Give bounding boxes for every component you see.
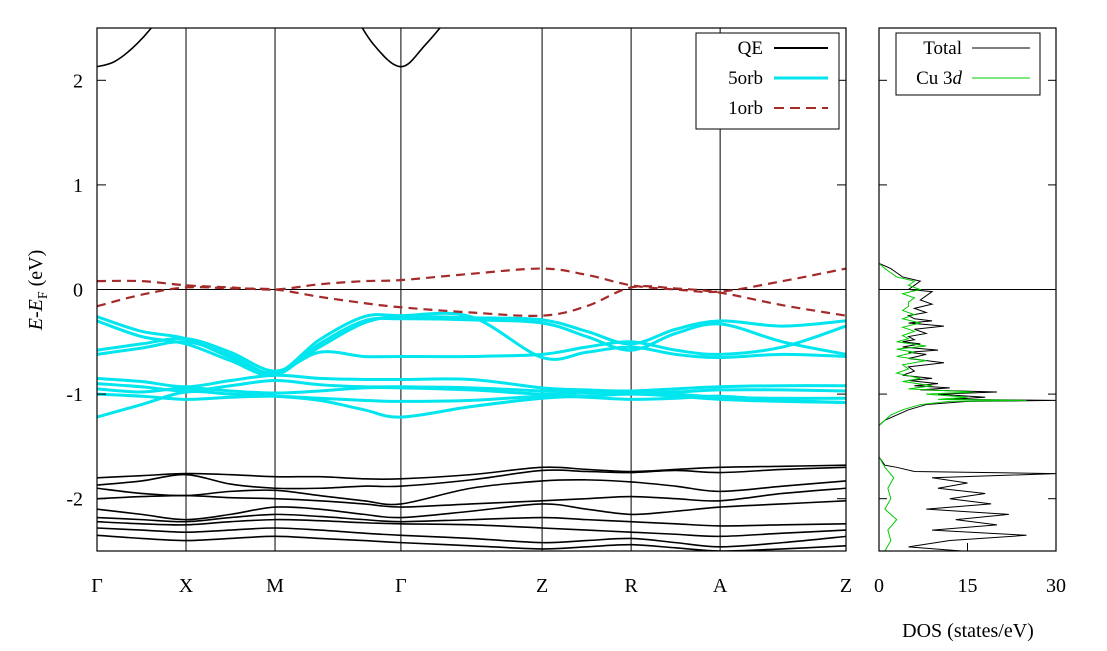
band-line-qe	[97, 487, 846, 508]
dos-x-tick-label: 15	[958, 575, 978, 597]
band-line-5orb	[97, 373, 846, 393]
band-line-qe	[97, 499, 846, 521]
k-point-label: Z	[536, 575, 548, 597]
band-line-5orb	[97, 316, 846, 378]
legend-label-cu3d: Cu 3d	[916, 68, 962, 89]
band-line-5orb	[97, 324, 846, 373]
k-point-label: M	[266, 575, 284, 597]
band-line-qe	[97, 464, 846, 481]
band-curves	[97, 28, 846, 551]
y-tick-label: 2	[73, 70, 83, 92]
band-line-qe	[97, 527, 846, 548]
dos-x-axis-title: DOS (states/eV)	[902, 620, 1034, 642]
band-line-qe	[97, 478, 846, 506]
legend-label-5orb: 5orb	[728, 68, 763, 89]
k-point-label: A	[713, 575, 728, 597]
y-axis-title-e: E	[25, 318, 47, 331]
y-axis-title-unit: (eV)	[25, 250, 47, 292]
y-tick-label: -2	[66, 489, 83, 511]
band-line-qe	[97, 513, 846, 527]
band-line-qe	[97, 28, 441, 68]
band-line-5orb	[97, 311, 846, 375]
band-line-qe	[97, 518, 846, 538]
band-line-5orb	[97, 389, 846, 419]
y-tick-label: 0	[73, 280, 83, 302]
dos-curves	[879, 28, 1056, 551]
legend-label-cu3d-main: Cu 3	[916, 68, 952, 89]
dos-legend: Total Cu 3d	[895, 32, 1041, 96]
y-axis-title: E-EF (eV)	[25, 250, 51, 332]
dos-panel: 0 15 30 Total Cu 3d DOS (states/eV)	[874, 27, 1066, 642]
y-axis-title-sub: F	[36, 291, 51, 299]
legend-label-total: Total	[923, 38, 962, 59]
band-line-qe	[97, 534, 846, 551]
k-point-label: X	[179, 575, 194, 597]
legend-label-cu3d-italic: d	[953, 68, 963, 89]
y-axis-ticks: -2 -1 0 1 2	[66, 70, 846, 511]
y-axis-title-dash: -	[25, 311, 47, 318]
band-line-qe	[97, 466, 846, 490]
legend-label-qe: QE	[738, 38, 763, 59]
k-point-label: Γ	[91, 575, 103, 597]
y-axis-title-e2: E	[25, 299, 47, 312]
dos-line-cu3d	[879, 28, 1027, 551]
k-point-label: Γ	[395, 575, 407, 597]
band-line-1orb	[97, 285, 846, 317]
k-point-label: Z	[840, 575, 852, 597]
k-point-label: R	[624, 575, 638, 597]
dos-x-tick-label: 0	[874, 575, 884, 597]
band-line-1orb	[97, 267, 846, 294]
dos-axis-ticks: 0 15 30	[874, 79, 1066, 597]
y-tick-label: -1	[66, 384, 83, 406]
dos-x-tick-label: 30	[1046, 575, 1066, 597]
legend-label-1orb: 1orb	[728, 98, 763, 119]
dos-legend-box	[895, 32, 1041, 96]
y-tick-label: 1	[73, 175, 83, 197]
band-legend: QE 5orb 1orb	[695, 32, 840, 130]
